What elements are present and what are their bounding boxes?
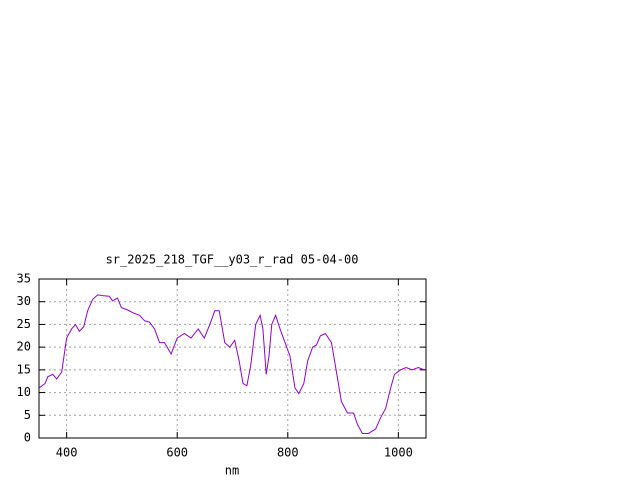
plot-frame	[38, 278, 427, 439]
x-tick-label: 400	[56, 446, 78, 460]
x-tick-label: 800	[277, 446, 299, 460]
y-tick-label: 20	[17, 340, 31, 354]
y-tick-label: 10	[17, 385, 31, 399]
y-tick-label: 25	[17, 317, 31, 331]
data-line	[38, 294, 425, 434]
y-tick-label: 15	[17, 362, 31, 376]
y-tick-label: 5	[24, 408, 31, 422]
x-axis-label: nm	[225, 464, 239, 478]
chart-title: sr_2025_218_TGF__y03_r_rad 05-04-00	[106, 253, 359, 267]
y-tick-label: 0	[24, 431, 31, 445]
y-tick-label: 35	[17, 272, 31, 286]
x-tick-label: 600	[166, 446, 188, 460]
y-tick-label: 30	[17, 294, 31, 308]
x-tick-label: 1000	[384, 446, 413, 460]
